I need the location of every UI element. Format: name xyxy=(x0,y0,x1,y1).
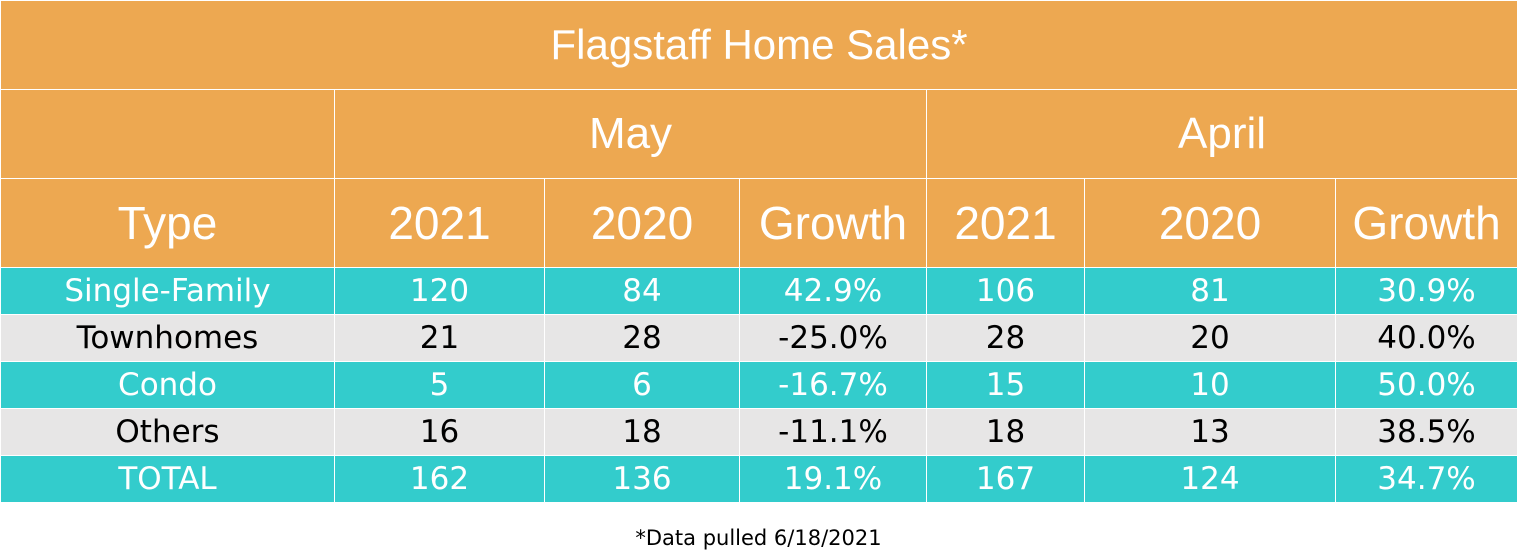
table-title: Flagstaff Home Sales* xyxy=(0,0,1517,90)
table-cell: 34.7% xyxy=(1334,455,1517,503)
row-type-cell: TOTAL xyxy=(0,455,335,503)
table-cell: 106 xyxy=(926,267,1085,315)
table-cell: -16.7% xyxy=(739,361,927,409)
column-header-april-growth: Growth xyxy=(1334,178,1517,268)
table-row: Single-Family 120 84 42.9% 106 81 30.9% xyxy=(0,267,1517,315)
table-cell: 42.9% xyxy=(739,267,927,315)
row-type-cell: Single-Family xyxy=(0,267,335,315)
column-header-may-2020: 2020 xyxy=(544,178,740,268)
month-header-may: May xyxy=(334,89,927,179)
column-header-april-2020: 2020 xyxy=(1084,178,1336,268)
title-row: Flagstaff Home Sales* xyxy=(0,0,1517,90)
table-cell: 5 xyxy=(334,361,545,409)
month-header-blank xyxy=(0,89,335,179)
column-header-april-2021: 2021 xyxy=(926,178,1085,268)
table-row: Condo 5 6 -16.7% 15 10 50.0% xyxy=(0,361,1517,409)
table-cell: 40.0% xyxy=(1334,314,1517,362)
table-cell: 28 xyxy=(544,314,740,362)
table-cell: 28 xyxy=(926,314,1085,362)
row-type-cell: Others xyxy=(0,408,335,456)
table-cell: 30.9% xyxy=(1334,267,1517,315)
table-cell: 38.5% xyxy=(1334,408,1517,456)
column-header-may-growth: Growth xyxy=(739,178,927,268)
column-header-may-2021: 2021 xyxy=(334,178,545,268)
table-cell: -11.1% xyxy=(739,408,927,456)
table-cell: -25.0% xyxy=(739,314,927,362)
table-cell: 162 xyxy=(334,455,545,503)
table-cell: 20 xyxy=(1084,314,1336,362)
total-row: TOTAL 162 136 19.1% 167 124 34.7% xyxy=(0,455,1517,503)
table-cell: 13 xyxy=(1084,408,1336,456)
table-cell: 167 xyxy=(926,455,1085,503)
month-header-row: May April xyxy=(0,89,1517,179)
table-cell: 84 xyxy=(544,267,740,315)
table-cell: 16 xyxy=(334,408,545,456)
table-cell: 21 xyxy=(334,314,545,362)
table-cell: 81 xyxy=(1084,267,1336,315)
table-cell: 19.1% xyxy=(739,455,927,503)
month-header-april: April xyxy=(925,89,1517,179)
table-cell: 124 xyxy=(1084,455,1336,503)
table-cell: 120 xyxy=(334,267,545,315)
table-cell: 6 xyxy=(544,361,740,409)
table-cell: 50.0% xyxy=(1334,361,1517,409)
column-header-row: Type 2021 2020 Growth 2021 2020 Growth xyxy=(0,178,1517,268)
column-header-type: Type xyxy=(0,178,335,268)
table-cell: 15 xyxy=(926,361,1085,409)
row-type-cell: Townhomes xyxy=(0,314,335,362)
table-cell: 10 xyxy=(1084,361,1336,409)
table-cell: 18 xyxy=(544,408,740,456)
table-cell: 18 xyxy=(926,408,1085,456)
row-type-cell: Condo xyxy=(0,361,335,409)
table-row: Townhomes 21 28 -25.0% 28 20 40.0% xyxy=(0,314,1517,362)
footnote: *Data pulled 6/18/2021 xyxy=(635,526,882,550)
home-sales-table: Flagstaff Home Sales* May April Type 202… xyxy=(0,0,1517,503)
table-row: Others 16 18 -11.1% 18 13 38.5% xyxy=(0,408,1517,456)
table-cell: 136 xyxy=(544,455,740,503)
